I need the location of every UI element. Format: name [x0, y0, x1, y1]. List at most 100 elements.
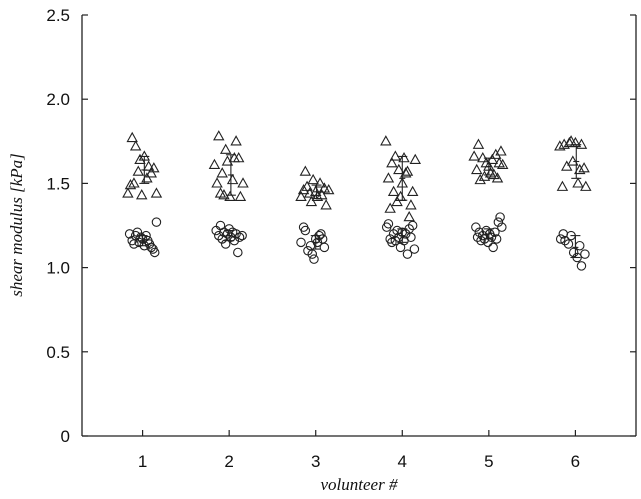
triangle-point	[398, 152, 410, 163]
circle-point	[472, 232, 483, 243]
triangle-point	[213, 130, 225, 141]
circle-point	[237, 230, 247, 241]
triangle-point	[208, 158, 221, 170]
triangle-point	[122, 187, 134, 198]
triangle-point	[491, 172, 504, 183]
circle-point	[132, 227, 143, 237]
y-tick-label: 1.5	[46, 174, 70, 193]
triangle-point	[572, 177, 584, 188]
circle-point	[312, 237, 323, 248]
triangle-point	[150, 187, 163, 198]
triangle-point	[474, 173, 486, 185]
y-tick-label: 2.5	[46, 6, 70, 25]
triangle-point	[556, 180, 569, 191]
error-bars	[137, 144, 582, 259]
triangle-point	[124, 178, 137, 190]
circle-point	[146, 242, 157, 253]
triangle-point	[126, 131, 138, 143]
triangle-point	[468, 150, 480, 161]
circle-point	[234, 232, 245, 243]
triangle-point	[567, 155, 579, 166]
circle-point	[137, 234, 148, 244]
circle-point	[566, 230, 576, 241]
triangle-point	[409, 153, 422, 164]
x-tick-label: 5	[484, 452, 493, 471]
triangle-point	[563, 136, 576, 148]
triangle-point	[396, 177, 409, 188]
triangle-point	[384, 202, 396, 213]
circle-point	[392, 225, 402, 236]
triangle-point	[314, 177, 326, 188]
triangle-point	[401, 165, 414, 176]
triangle-point	[470, 163, 483, 175]
circle-point	[151, 217, 162, 227]
circle-point	[576, 261, 587, 271]
circle-point	[316, 229, 326, 239]
triangle-point	[237, 177, 249, 188]
x-tick-label: 1	[138, 452, 147, 471]
triangle-point	[129, 140, 142, 151]
triangle-point	[295, 190, 307, 202]
triangle-point	[575, 138, 588, 149]
circle-point	[309, 254, 319, 264]
circle-point	[211, 225, 221, 236]
circle-point	[409, 244, 420, 254]
triangle-point	[496, 158, 509, 170]
circle-point	[149, 247, 160, 258]
triangle-point	[226, 173, 239, 185]
circle-point	[314, 230, 324, 241]
triangle-point	[483, 160, 495, 171]
triangle-point	[234, 190, 247, 202]
triangle-point	[400, 167, 412, 178]
circle-point	[493, 217, 504, 227]
circle-point	[490, 227, 500, 237]
triangle-point	[393, 163, 405, 175]
triangle-point	[573, 163, 586, 175]
circle-point	[563, 239, 574, 249]
triangle-point	[554, 140, 566, 151]
triangle-point	[230, 135, 242, 146]
triangle-point	[218, 189, 230, 200]
triangle-point	[406, 185, 419, 196]
triangle-point	[145, 167, 157, 178]
triangle-point	[495, 145, 507, 156]
triangle-point	[561, 160, 573, 171]
circle-point	[307, 249, 318, 259]
y-tick-label: 1.0	[46, 259, 70, 278]
circle-point	[300, 225, 311, 236]
triangle-point	[132, 165, 145, 176]
triangle-point	[301, 180, 313, 191]
circle-point	[231, 229, 241, 239]
triangle-point	[211, 177, 223, 188]
triangle-point	[486, 153, 499, 164]
x-axis-title: volunteer #	[321, 475, 398, 494]
triangle-point	[134, 153, 146, 164]
triangle-point	[135, 189, 148, 200]
circle-point	[574, 240, 585, 251]
triangle-point	[380, 135, 392, 146]
circle-point	[400, 229, 411, 239]
y-tick-label: 2.0	[46, 90, 70, 109]
circle-point	[220, 239, 231, 249]
triangle-point	[316, 189, 328, 200]
triangle-point	[322, 184, 335, 195]
triangle-point	[477, 152, 489, 163]
circle-point	[580, 249, 590, 259]
circle-point	[141, 230, 151, 241]
circle-point	[214, 230, 224, 241]
triangle-point	[387, 185, 400, 196]
circle-point	[296, 237, 306, 248]
triangle-point	[299, 165, 312, 176]
circle-point	[402, 249, 413, 259]
triangle-point	[320, 199, 332, 210]
triangle-point	[311, 190, 324, 202]
triangle-point	[142, 160, 155, 171]
circle-point	[555, 234, 566, 244]
triangle-point	[391, 195, 403, 207]
triangle-point	[490, 148, 502, 159]
data-markers	[122, 130, 592, 271]
triangle-point	[394, 190, 407, 202]
triangle-point	[224, 190, 236, 202]
x-tick-label: 2	[224, 452, 233, 471]
circle-point	[495, 212, 505, 222]
